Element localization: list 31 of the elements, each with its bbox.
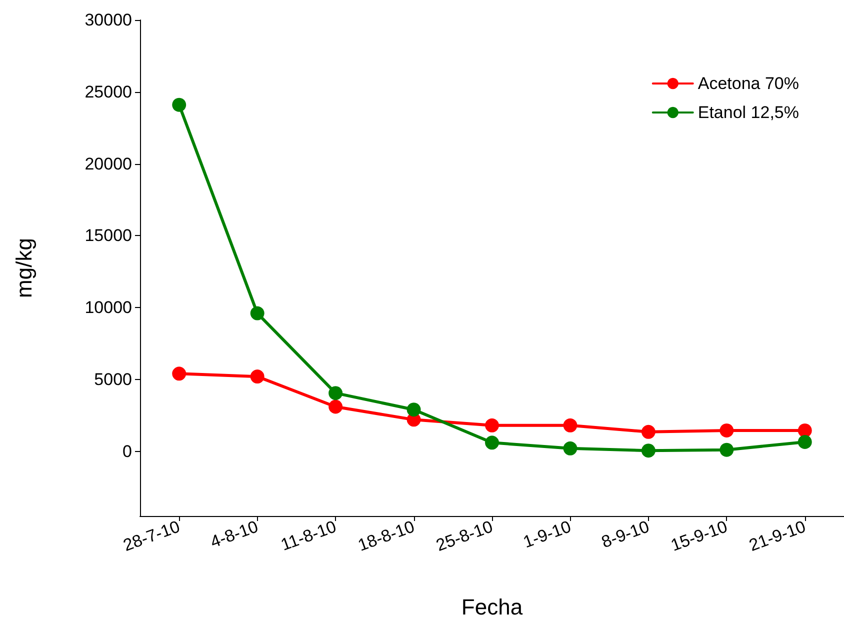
point — [798, 423, 812, 438]
point — [250, 370, 264, 384]
point — [720, 423, 734, 438]
point — [172, 98, 186, 112]
point — [798, 434, 812, 449]
x-axis-title: Fecha — [461, 594, 524, 620]
y-tick-label: 15000 — [84, 226, 132, 246]
y-tick-label: 30000 — [84, 10, 132, 30]
legend-label: Acetona 70% — [698, 74, 800, 93]
y-tick-label: 0 — [122, 442, 132, 461]
point — [406, 402, 421, 417]
point — [641, 444, 656, 458]
y-tick-label: 5000 — [94, 370, 132, 389]
y-tick-label: 10000 — [84, 298, 132, 318]
point — [563, 418, 578, 432]
point — [250, 306, 264, 320]
point — [720, 442, 734, 457]
point — [485, 436, 499, 450]
point — [328, 386, 343, 400]
x-tick-label: 1-9-10 — [520, 517, 574, 552]
y-axis-title: mg/kg — [12, 238, 36, 298]
point — [641, 424, 656, 439]
y-tick-label: 25000 — [84, 82, 132, 102]
legend-label: Etanol 12,5% — [698, 103, 800, 122]
y-tick-label: 20000 — [84, 154, 132, 174]
x-tick-label: 8-9-10 — [599, 517, 652, 552]
point — [172, 366, 186, 381]
x-tick-label: 4-8-10 — [208, 517, 261, 552]
point — [563, 441, 578, 456]
point — [485, 418, 499, 432]
point — [328, 400, 343, 414]
